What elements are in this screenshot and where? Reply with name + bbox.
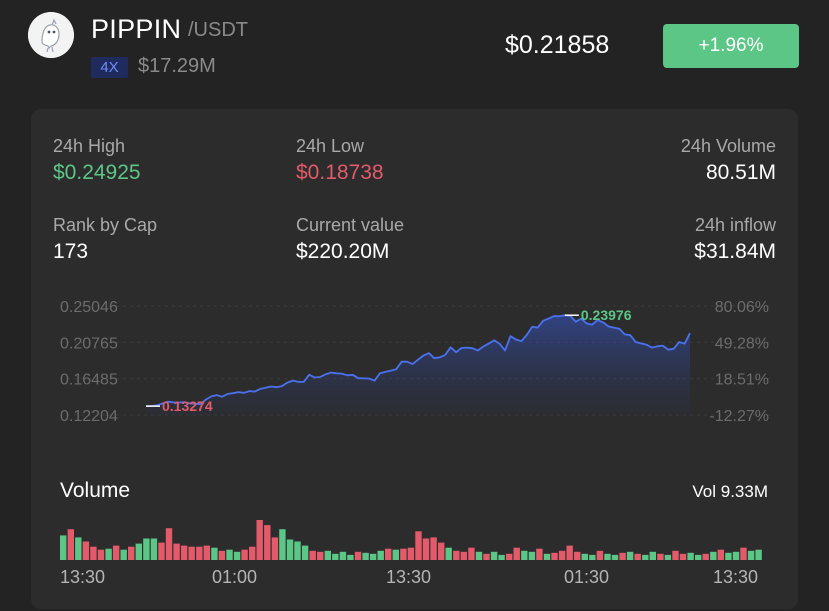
- price-change-badge[interactable]: +1.96%: [663, 24, 799, 68]
- stat-value: $0.24925: [53, 161, 141, 184]
- pippin-logo-icon: [28, 12, 74, 58]
- market-cap: $17.29M: [138, 55, 216, 77]
- stat-label: Current value: [296, 215, 405, 235]
- stat-current-value: Current value $220.20M: [296, 215, 404, 264]
- header: PIPPIN /USDT 4X $17.29M $0.21858 +1.96%: [0, 0, 829, 96]
- stat-value: $0.18738: [296, 161, 384, 184]
- current-price: $0.21858: [505, 31, 610, 59]
- stat-label: 24h Volume: [680, 136, 776, 156]
- stats-card: 24h High $0.24925 24h Low $0.18738 24h V…: [31, 109, 798, 609]
- stat-value: $220.20M: [296, 240, 390, 263]
- token-symbol: PIPPIN: [91, 14, 182, 44]
- stat-rank-by-cap: Rank by Cap 173: [53, 215, 157, 264]
- token-avatar[interactable]: [28, 12, 74, 58]
- stat-24h-high: 24h High $0.24925: [53, 136, 141, 185]
- stat-value: 173: [53, 240, 89, 263]
- quote-pair: /USDT: [188, 19, 248, 41]
- leverage-badge: 4X: [91, 57, 128, 78]
- stat-value: $31.84M: [694, 240, 776, 263]
- stat-24h-volume: 24h Volume 80.51M: [681, 136, 776, 185]
- stat-value: 80.51M: [705, 161, 776, 184]
- stat-label: 24h High: [53, 136, 126, 156]
- stat-24h-inflow: 24h inflow $31.84M: [694, 215, 776, 264]
- stat-label: 24h inflow: [694, 215, 776, 235]
- stat-24h-low: 24h Low $0.18738: [296, 136, 384, 185]
- stat-label: 24h Low: [296, 136, 365, 156]
- stat-label: Rank by Cap: [53, 215, 158, 235]
